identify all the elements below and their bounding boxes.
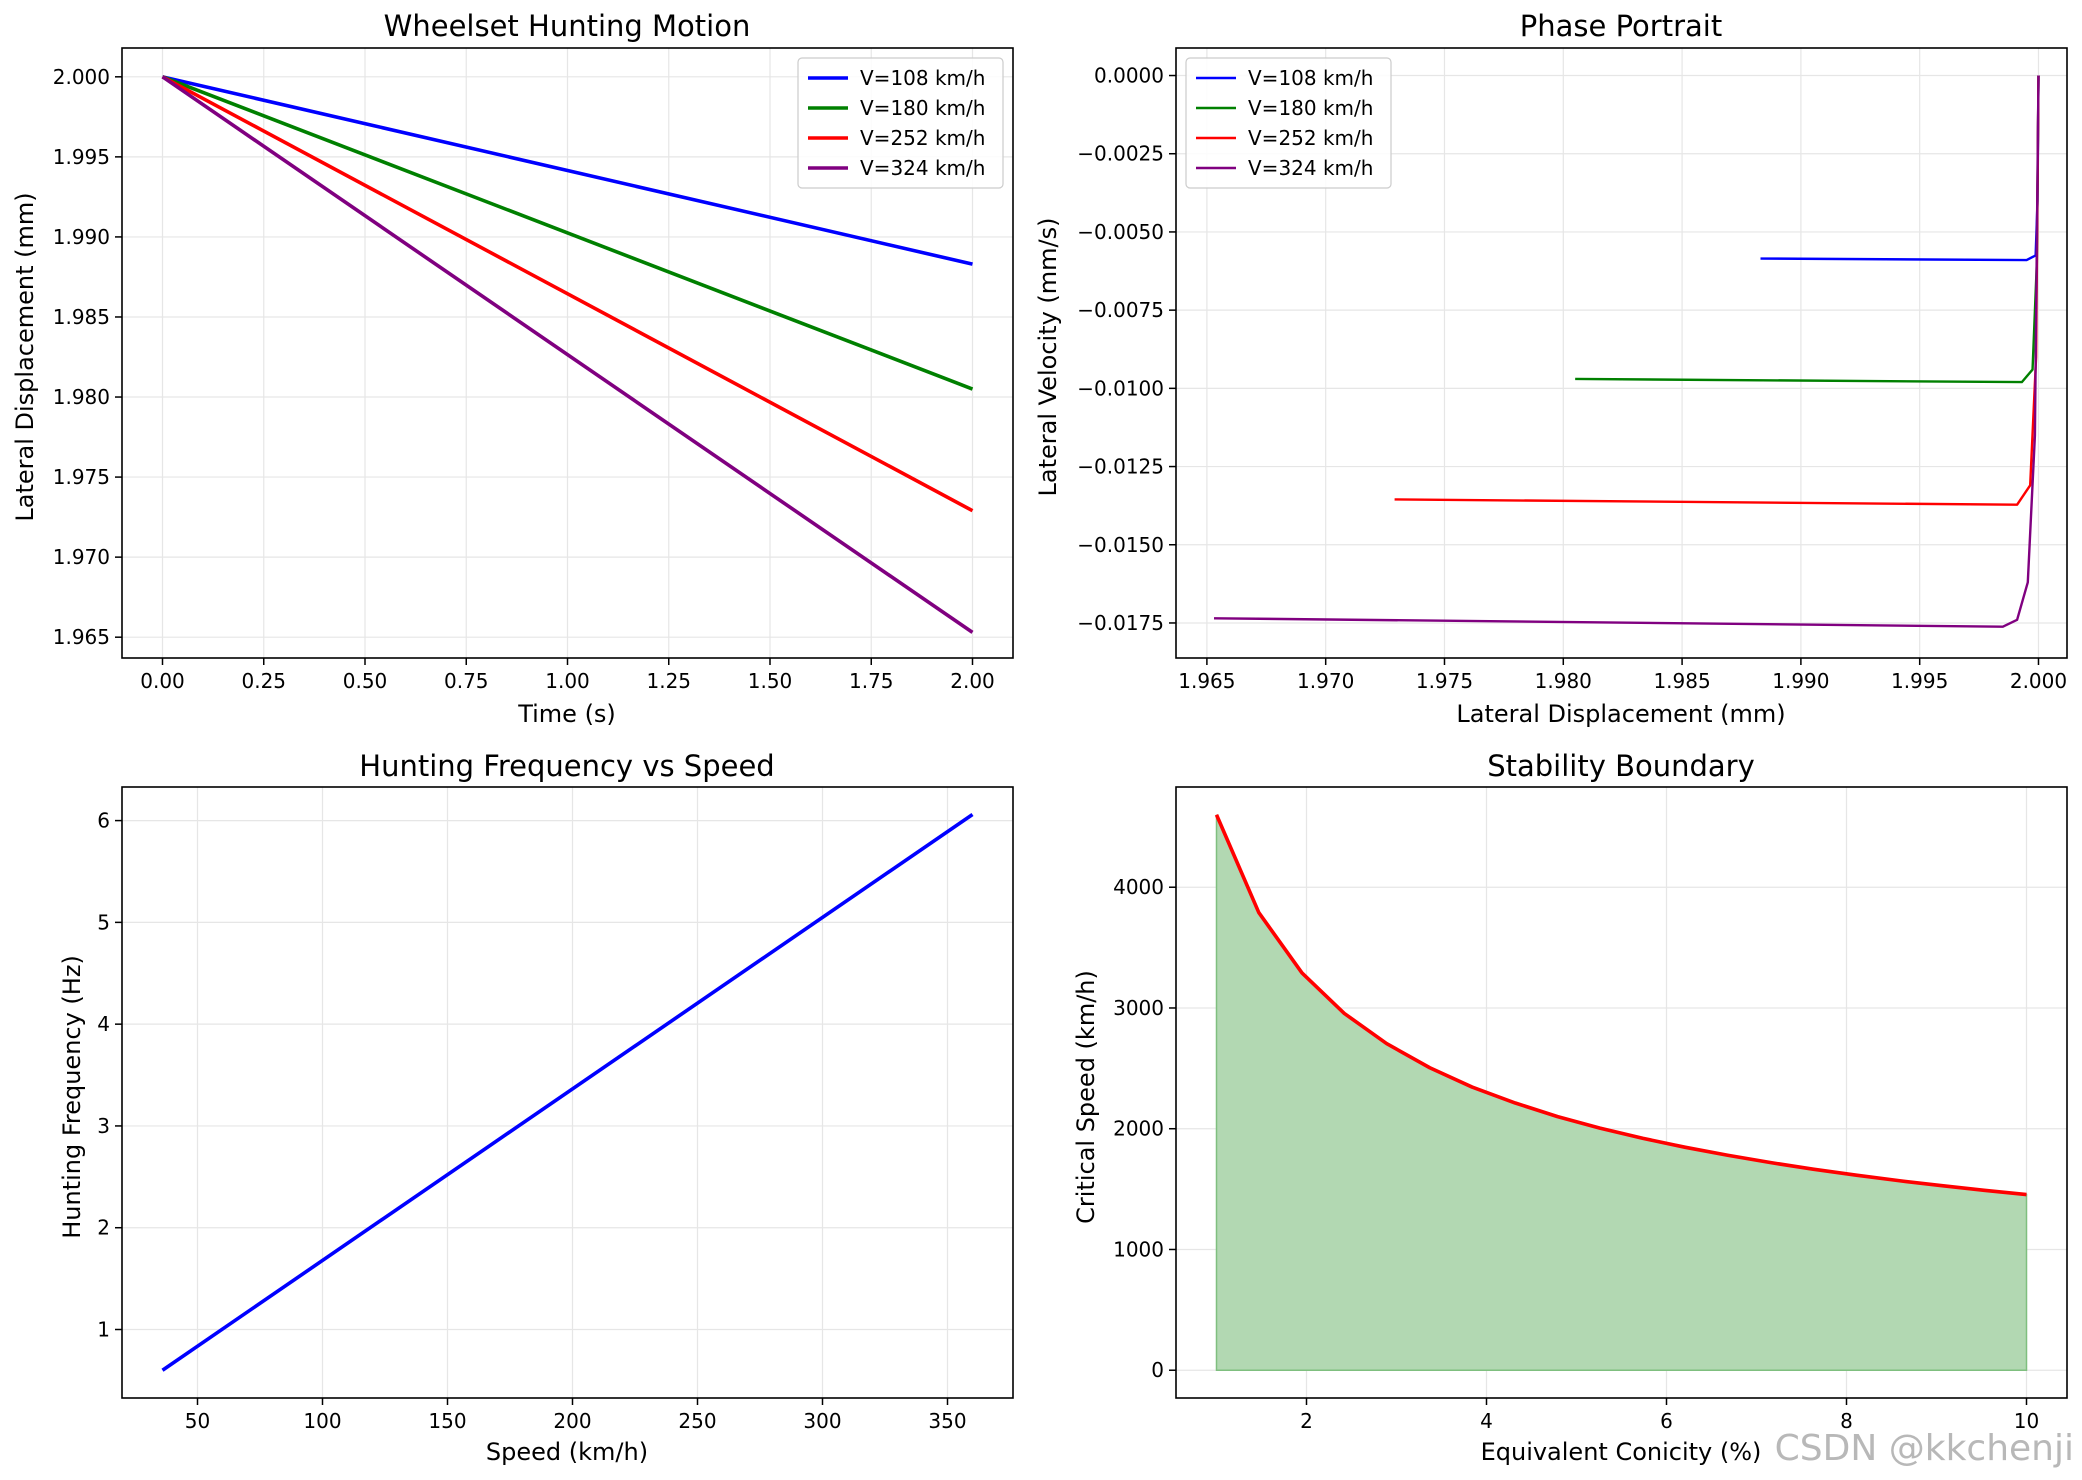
y-tick-label: 3000	[1113, 996, 1164, 1020]
y-axis-label: Lateral Velocity (mm/s)	[1034, 218, 1062, 497]
series-line-1	[162, 75, 973, 266]
axes-frame	[1175, 47, 2068, 659]
chart-title: Wheelset Hunting Motion	[384, 9, 751, 43]
legend-label-1: V=108 km/h	[1248, 66, 1373, 90]
legend-label-3: V=252 km/h	[860, 126, 985, 150]
x-tick-label: 200	[553, 1409, 591, 1433]
y-tick-label: 1.975	[53, 465, 110, 489]
x-tick-label: 1.995	[1891, 669, 1948, 693]
x-tick-label: 350	[928, 1409, 966, 1433]
y-tick-label: 1	[97, 1318, 110, 1342]
x-tick-label: 1.00	[545, 669, 590, 693]
x-tick-label: 2	[1300, 1409, 1313, 1433]
series-line-4	[161, 75, 974, 634]
y-tick-label: 2.000	[53, 65, 110, 89]
y-tick-label: 1000	[1113, 1237, 1164, 1261]
x-tick-label: 1.990	[1772, 669, 1829, 693]
y-tick-label: 5	[97, 910, 110, 934]
y-tick-label: 0.0000	[1094, 64, 1164, 88]
x-tick-label: 4	[1480, 1409, 1493, 1433]
legend-label-3: V=252 km/h	[1248, 126, 1373, 150]
x-axis-label: Speed (km/h)	[486, 1438, 648, 1466]
x-tick-label: 1.980	[1535, 669, 1592, 693]
y-tick-label: −0.0050	[1077, 220, 1164, 244]
series-line-2	[161, 75, 974, 391]
legend-label-2: V=180 km/h	[860, 96, 985, 120]
y-axis-label: Critical Speed (km/h)	[1072, 970, 1100, 1224]
x-tick-label: 6	[1660, 1409, 1673, 1433]
x-tick-label: 0.75	[444, 669, 489, 693]
y-tick-label: 4000	[1113, 875, 1164, 899]
subplot-hunting-frequency: Hunting Frequency vs Speed Speed (km/h) …	[58, 749, 1014, 1466]
legend-label-1: V=108 km/h	[860, 66, 985, 90]
x-tick-label: 1.985	[1653, 669, 1710, 693]
axes-frame	[121, 786, 1014, 1399]
x-tick-label: 50	[185, 1409, 210, 1433]
y-tick-label: 3	[97, 1114, 110, 1138]
x-tick-label: 1.50	[748, 669, 793, 693]
x-tick-label: 0.00	[140, 669, 185, 693]
y-tick-label: 1.970	[53, 545, 110, 569]
y-tick-label: 1.990	[53, 225, 110, 249]
y-tick-label: −0.0150	[1077, 533, 1164, 557]
series-line-4	[1214, 75, 2040, 628]
x-tick-label: 1.975	[1416, 669, 1473, 693]
chart-title: Phase Portrait	[1520, 9, 1722, 43]
series-line-3	[161, 75, 974, 513]
x-tick-label: 0.25	[241, 669, 286, 693]
y-tick-label: 1.985	[53, 305, 110, 329]
axes-frame	[1175, 786, 2068, 1399]
y-axis-label: Lateral Displacement (mm)	[11, 192, 39, 521]
y-tick-label: 1.995	[53, 145, 110, 169]
x-tick-label: 1.965	[1178, 669, 1235, 693]
y-tick-label: −0.0100	[1077, 376, 1164, 400]
legend-box	[797, 57, 1004, 189]
series-line-1	[161, 812, 974, 1372]
legend: V=108 km/h V=180 km/h V=252 km/h V=324 km/h	[797, 57, 1004, 189]
x-tick-label: 8	[1840, 1409, 1853, 1433]
chart-title: Stability Boundary	[1487, 749, 1755, 783]
subplot-phase-portrait: Phase Portrait Lateral Displacement (mm)…	[1034, 9, 2068, 728]
y-tick-label: −0.0175	[1077, 611, 1164, 635]
series-line-1	[1214, 814, 2027, 1197]
x-tick-label: 1.25	[646, 669, 691, 693]
y-tick-label: 6	[97, 809, 110, 833]
x-tick-label: 150	[428, 1409, 466, 1433]
x-axis-label: Equivalent Conicity (%)	[1481, 1438, 1762, 1466]
x-tick-label: 300	[803, 1409, 841, 1433]
x-tick-label: 2.000	[2010, 669, 2067, 693]
x-tick-label: 10	[2014, 1409, 2039, 1433]
y-tick-label: 2000	[1113, 1117, 1164, 1141]
x-tick-label: 1.75	[849, 669, 894, 693]
legend-label-4: V=324 km/h	[1248, 156, 1373, 180]
y-tick-label: −0.0125	[1077, 455, 1164, 479]
y-tick-label: −0.0025	[1077, 142, 1164, 166]
x-tick-label: 100	[303, 1409, 341, 1433]
legend-label-4: V=324 km/h	[860, 156, 985, 180]
x-tick-label: 2.00	[950, 669, 995, 693]
legend-box	[1185, 57, 1392, 189]
y-tick-label: 2	[97, 1216, 110, 1240]
watermark: CSDN @kkchenji	[1775, 1428, 2074, 1469]
y-tick-label: 4	[97, 1012, 110, 1036]
y-axis-label: Hunting Frequency (Hz)	[58, 955, 86, 1239]
x-tick-label: 1.970	[1297, 669, 1354, 693]
legend-label-2: V=180 km/h	[1248, 96, 1373, 120]
y-tick-label: 1.965	[53, 625, 110, 649]
x-tick-label: 250	[678, 1409, 716, 1433]
x-tick-label: 0.50	[343, 669, 388, 693]
subplot-hunting-motion: Wheelset Hunting Motion Time (s) Lateral…	[11, 9, 1014, 728]
x-axis-label: Lateral Displacement (mm)	[1456, 700, 1785, 728]
chart-title: Hunting Frequency vs Speed	[359, 749, 774, 783]
legend: V=108 km/h V=180 km/h V=252 km/h V=324 km/h	[1185, 57, 1392, 189]
y-tick-label: 1.980	[53, 385, 110, 409]
y-tick-label: 0	[1151, 1358, 1164, 1382]
subplot-stability-boundary: Stability Boundary Equivalent Conicity (…	[1072, 749, 2068, 1466]
x-axis-label: Time (s)	[517, 700, 616, 728]
y-tick-label: −0.0075	[1077, 298, 1164, 322]
